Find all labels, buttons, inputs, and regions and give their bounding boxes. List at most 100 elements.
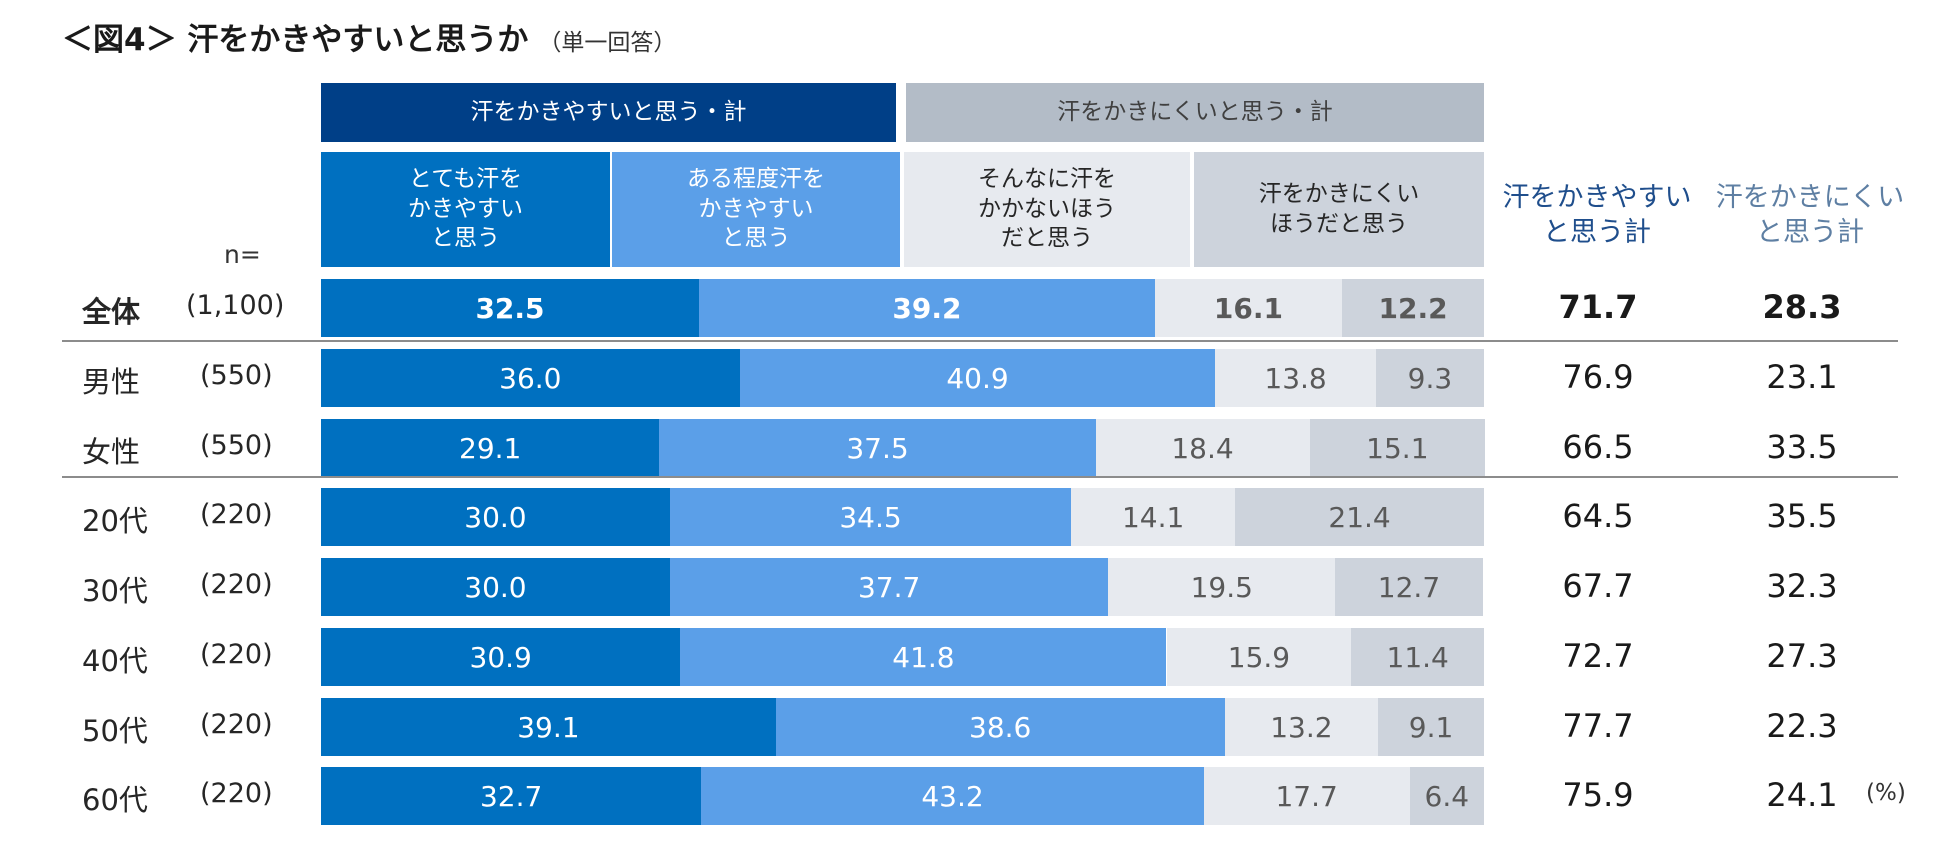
bar-value-label: 13.8 xyxy=(1264,361,1327,395)
legend-unlikely: 汗をかきにくい ほうだと思う xyxy=(1194,152,1484,267)
bar-segment: 43.2 xyxy=(701,767,1204,825)
bar-segment: 13.2 xyxy=(1224,698,1379,756)
total-unlikely: 33.5 xyxy=(1766,428,1838,466)
bar-segment: 37.5 xyxy=(659,419,1096,477)
total-likely: 72.7 xyxy=(1562,637,1634,675)
total-unlikely: 35.5 xyxy=(1766,497,1838,535)
bar-segment: 12.7 xyxy=(1335,558,1483,616)
bar-segment: 13.8 xyxy=(1215,349,1376,407)
total-likely: 77.7 xyxy=(1562,707,1634,745)
total-likely: 66.5 xyxy=(1562,428,1634,466)
row-n: (220) xyxy=(200,499,273,530)
bar-segment: 9.1 xyxy=(1378,698,1484,756)
bar-value-label: 18.4 xyxy=(1171,431,1234,465)
bar-segment: 30.0 xyxy=(321,558,670,616)
row-n: (550) xyxy=(200,430,273,461)
row-n: (550) xyxy=(200,360,273,391)
bar-segment: 6.4 xyxy=(1409,767,1484,825)
row-label: 男性 xyxy=(82,365,141,399)
bar-value-label: 40.9 xyxy=(946,361,1009,395)
bar-segment: 34.5 xyxy=(669,488,1072,546)
bar-value-label: 30.0 xyxy=(464,500,527,534)
bar-segment: 39.1 xyxy=(321,698,776,756)
row-n: (220) xyxy=(200,569,273,600)
bar-value-label: 12.7 xyxy=(1377,570,1441,604)
bar-value-label: 14.1 xyxy=(1121,500,1185,534)
bar-value-label: 43.2 xyxy=(921,779,984,813)
legend-not-much-label: そんなに汗を かかないほう だと思う xyxy=(978,165,1116,252)
group-header-likely: 汗をかきやすいと思う・計 xyxy=(321,83,896,142)
total-unlikely: 23.1 xyxy=(1766,358,1838,396)
total-likely: 76.9 xyxy=(1562,358,1634,396)
separator-gender xyxy=(62,476,1898,478)
bar-value-label: 9.3 xyxy=(1407,361,1453,395)
legend-very-likely-label: とても汗を かきやすい と思う xyxy=(408,165,523,252)
bar-value-label: 38.6 xyxy=(969,710,1032,744)
bar-segment: 9.3 xyxy=(1375,349,1484,407)
bar-value-label: 19.5 xyxy=(1190,570,1253,604)
legend-not-much: そんなに汗を かかないほう だと思う xyxy=(904,152,1190,267)
legend-very-likely: とても汗を かきやすい と思う xyxy=(321,152,610,267)
bar-segment: 17.7 xyxy=(1203,767,1410,825)
bar-value-label: 30.9 xyxy=(469,640,532,674)
bar-value-label: 36.0 xyxy=(499,361,562,395)
bar-value-label: 29.1 xyxy=(459,431,522,465)
bar-segment: 18.4 xyxy=(1095,419,1310,477)
total-unlikely: 32.3 xyxy=(1766,567,1838,605)
group-header-likely-label: 汗をかきやすいと思う・計 xyxy=(470,98,747,125)
bar-value-label: 34.5 xyxy=(839,500,902,534)
bar-segment: 21.4 xyxy=(1235,488,1484,546)
bar-segment: 38.6 xyxy=(775,698,1225,756)
bar-value-label: 15.1 xyxy=(1366,431,1429,465)
bar-segment: 15.9 xyxy=(1166,628,1352,686)
summary-header-likely: 汗をかきやすい と思う計 xyxy=(1502,182,1692,249)
bar-value-label: 37.7 xyxy=(857,570,921,604)
bar-value-label: 15.9 xyxy=(1227,640,1291,674)
chart-title: ＜図4＞ 汗をかきやすいと思うか （単一回答） xyxy=(62,14,676,59)
bar-segment: 37.7 xyxy=(669,558,1109,616)
bar-segment: 39.2 xyxy=(698,279,1155,337)
bar-value-label: 9.1 xyxy=(1408,710,1454,744)
row-n: (220) xyxy=(200,639,273,670)
bar-segment: 15.1 xyxy=(1309,419,1486,477)
bar-value-label: 12.2 xyxy=(1378,291,1448,325)
bar-segment: 40.9 xyxy=(739,349,1216,407)
group-header-unlikely-label: 汗をかきにくいと思う・計 xyxy=(1057,98,1333,125)
row-label: 女性 xyxy=(82,435,141,469)
legend-unlikely-label: 汗をかきにくい ほうだと思う xyxy=(1258,180,1420,237)
legend-somewhat-likely: ある程度汗を かきやすい と思う xyxy=(612,152,900,267)
total-likely: 67.7 xyxy=(1562,567,1634,605)
bar-value-label: 41.8 xyxy=(892,640,955,674)
separator-total xyxy=(62,340,1898,342)
bar-segment: 30.0 xyxy=(321,488,670,546)
bar-value-label: 39.2 xyxy=(892,291,962,325)
chart-title-note: （単一回答） xyxy=(538,30,677,56)
row-n: (220) xyxy=(200,778,273,809)
total-likely: 75.9 xyxy=(1562,776,1634,814)
bar-segment: 19.5 xyxy=(1108,558,1336,616)
row-label: 30代 xyxy=(82,574,148,608)
row-label: 40代 xyxy=(82,644,148,678)
bar-segment: 32.7 xyxy=(321,767,702,825)
row-n: (1,100) xyxy=(186,290,285,321)
bar-value-label: 13.2 xyxy=(1270,710,1333,744)
n-label: n= xyxy=(224,240,261,269)
total-unlikely: 27.3 xyxy=(1766,637,1838,675)
bar-value-label: 6.4 xyxy=(1424,779,1470,813)
group-header-unlikely: 汗をかきにくいと思う・計 xyxy=(906,83,1484,142)
bar-segment: 12.2 xyxy=(1342,279,1484,337)
chart-title-main: ＜図4＞ 汗をかきやすいと思うか xyxy=(62,22,529,58)
bar-value-label: 21.4 xyxy=(1328,500,1391,534)
bar-segment: 41.8 xyxy=(680,628,1167,686)
unit-label: (%) xyxy=(1866,780,1906,806)
row-n: (220) xyxy=(200,709,273,740)
total-likely: 71.7 xyxy=(1558,288,1638,326)
bar-value-label: 39.1 xyxy=(517,710,580,744)
bar-segment: 30.9 xyxy=(321,628,681,686)
bar-segment: 32.5 xyxy=(321,279,699,337)
total-likely: 64.5 xyxy=(1562,497,1634,535)
summary-header-unlikely: 汗をかきにくい と思う計 xyxy=(1715,182,1905,249)
bar-value-label: 30.0 xyxy=(464,570,527,604)
bar-value-label: 17.7 xyxy=(1275,779,1338,813)
row-label: 50代 xyxy=(82,714,148,748)
